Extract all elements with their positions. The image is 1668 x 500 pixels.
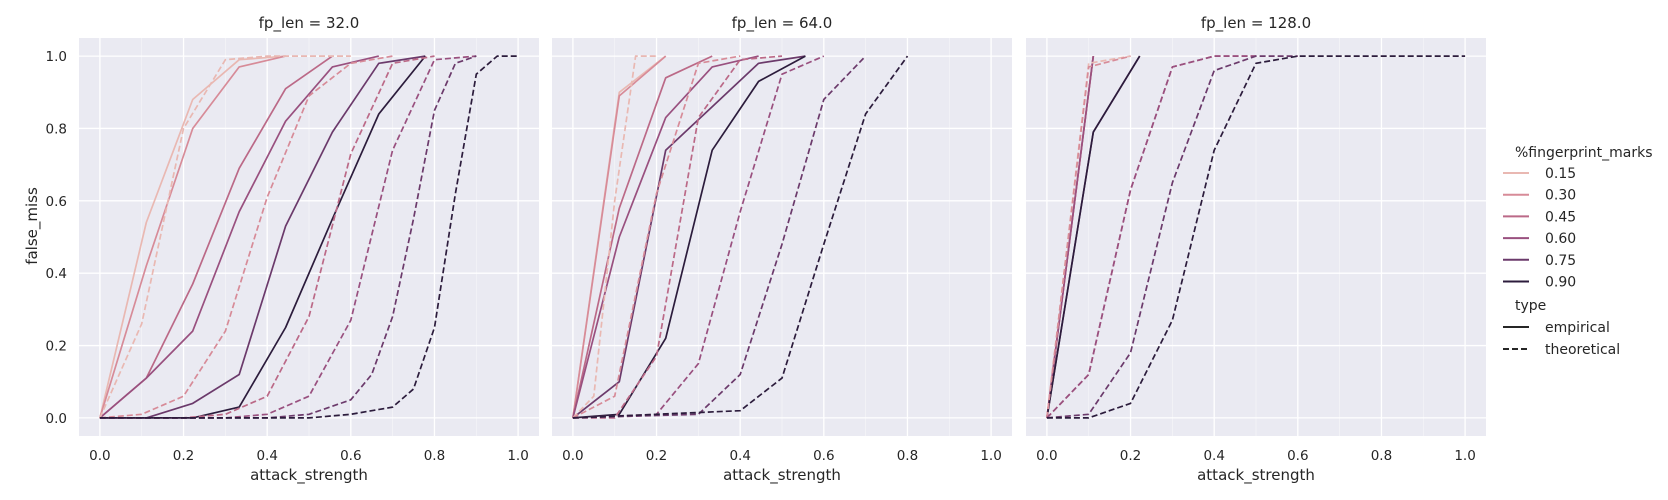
legend: %fingerprint_marks 0.15 0.30 0.45 0.60 0.75 0.… [1503, 145, 1653, 358]
x-axis-label: attack_strength [723, 466, 841, 485]
x-tick-label: 0.6 [1287, 448, 1308, 464]
x-axis-label: attack_strength [250, 466, 368, 485]
x-tick-label: 0.4 [256, 448, 277, 464]
facet-panel: 0.0 0.2 0.4 0.6 0.8 1.0 fp_len = 64.0 attack_st… [552, 14, 1012, 485]
x-tick-label: 0.0 [1036, 448, 1057, 464]
legend-hue-label: 0.45 [1545, 209, 1576, 225]
series-line-theoretical-0.60 [572, 55, 825, 419]
series-line-empirical-0.75 [572, 55, 806, 419]
series-line-empirical-0.30 [99, 55, 286, 419]
series-line-theoretical-0.90 [99, 55, 519, 419]
x-tick-label: 0.2 [173, 448, 194, 464]
legend-hue-label: 0.30 [1545, 188, 1576, 204]
y-tick-label: 0.6 [46, 194, 67, 210]
series-line-theoretical-0.75 [572, 55, 867, 419]
series-line-empirical-0.45 [572, 55, 713, 419]
y-tick-label: 0.8 [46, 121, 67, 137]
series-line-theoretical-0.15 [99, 55, 351, 419]
legend-style-label: empirical [1545, 320, 1610, 336]
x-tick-label: 1.0 [980, 448, 1001, 464]
x-tick-label: 0.4 [1203, 448, 1224, 464]
series-line-theoretical-0.60 [99, 55, 477, 419]
x-tick-label: 0.8 [424, 448, 445, 464]
x-tick-label: 0.0 [562, 448, 583, 464]
series-line-empirical-0.60 [99, 55, 379, 419]
y-tick-label: 1.0 [46, 49, 67, 65]
series-line-theoretical-0.60 [1046, 55, 1256, 419]
legend-hue-label: 0.15 [1545, 166, 1576, 182]
x-tick-label: 0.6 [813, 448, 834, 464]
x-tick-label: 0.0 [89, 448, 110, 464]
legend-hue-title: %fingerprint_marks [1515, 145, 1653, 161]
facet-panels: 0.0 0.2 0.4 0.6 0.8 1.0 0.0 0.2 0.4 0.6 0.8 1.0 fp_l… [46, 14, 1486, 485]
y-tick-label: 0.2 [46, 339, 67, 355]
series-line-theoretical-0.15 [572, 55, 657, 419]
series-line-empirical-0.75 [99, 55, 426, 419]
legend-style-label: theoretical [1545, 342, 1620, 358]
panel-title: fp_len = 128.0 [1201, 14, 1311, 33]
legend-hue-label: 0.90 [1545, 275, 1576, 291]
facet-panel: 0.0 0.2 0.4 0.6 0.8 1.0 0.0 0.2 0.4 0.6 0.8 1.0 fp_l… [46, 14, 539, 485]
x-tick-label: 1.0 [1454, 448, 1475, 464]
legend-hue-label: 0.75 [1545, 253, 1576, 269]
series-line-theoretical-0.30 [99, 55, 393, 419]
y-tick-label: 0.0 [46, 411, 67, 427]
series-line-theoretical-0.90 [572, 55, 909, 419]
x-tick-label: 0.8 [1371, 448, 1392, 464]
x-tick-label: 0.6 [340, 448, 361, 464]
x-tick-label: 0.2 [646, 448, 667, 464]
x-tick-label: 0.2 [1120, 448, 1141, 464]
series-line-empirical-0.90 [1046, 55, 1141, 419]
series-line-theoretical-0.90 [1046, 55, 1466, 419]
x-tick-label: 1.0 [507, 448, 528, 464]
legend-hue-label: 0.60 [1545, 231, 1576, 247]
x-tick-label: 0.4 [729, 448, 750, 464]
x-tick-label: 0.8 [897, 448, 918, 464]
series-line-empirical-0.30 [572, 55, 667, 419]
series-line-theoretical-0.45 [572, 55, 783, 419]
panel-title: fp_len = 64.0 [732, 14, 833, 33]
series-line-theoretical-0.75 [1046, 55, 1298, 419]
series-line-theoretical-0.75 [99, 55, 477, 419]
series-line-empirical-0.60 [1046, 55, 1095, 419]
series-line-empirical-0.15 [99, 55, 286, 419]
x-axis-label: attack_strength [1197, 466, 1315, 485]
series-line-theoretical-0.30 [1046, 55, 1131, 419]
panel-title: fp_len = 32.0 [259, 14, 360, 33]
series-line-empirical-0.90 [572, 55, 806, 419]
y-tick-label: 0.4 [46, 266, 67, 282]
facet-panel: 0.0 0.2 0.4 0.6 0.8 1.0 fp_len = 128.0 attack_s… [1026, 14, 1486, 485]
y-axis-label: false_miss [23, 187, 42, 265]
legend-style-title: type [1515, 298, 1546, 314]
series-line-theoretical-0.30 [572, 55, 741, 419]
